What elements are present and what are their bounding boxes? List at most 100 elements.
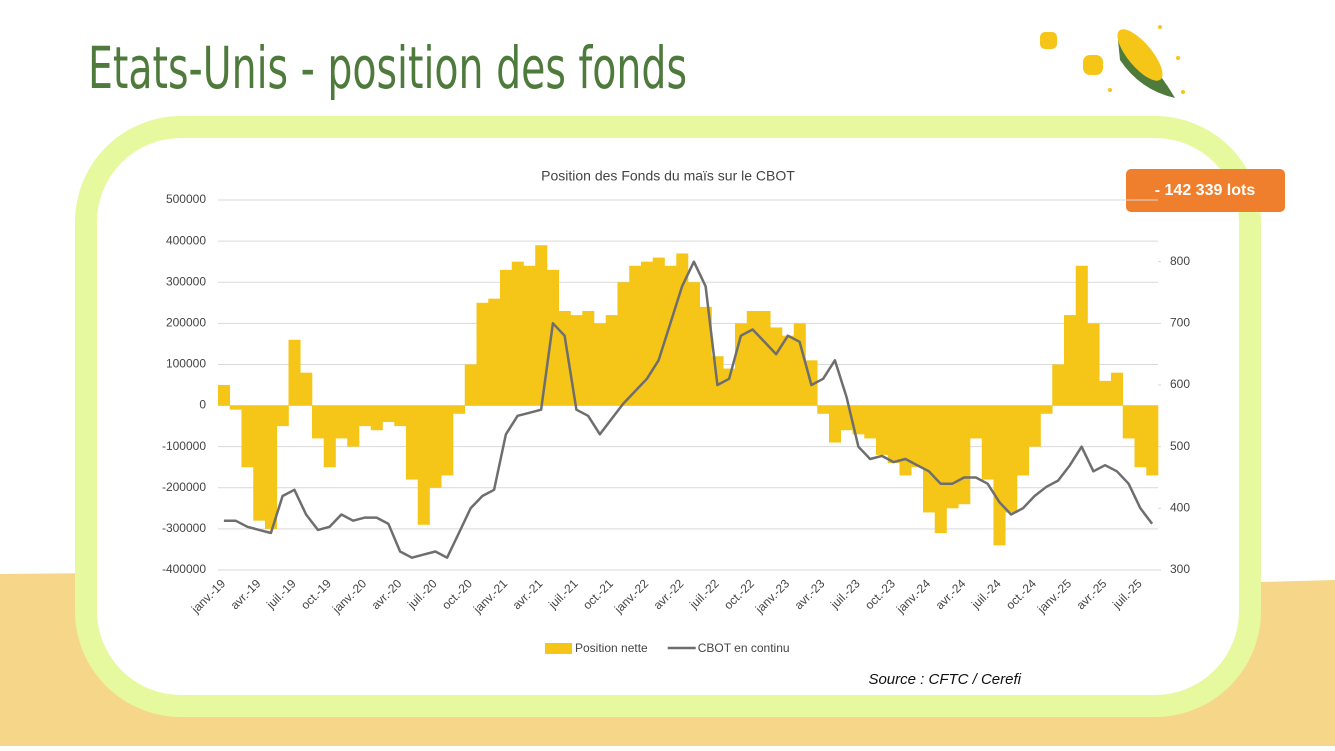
bar: [241, 405, 254, 468]
bar: [1146, 405, 1159, 476]
bar: [406, 405, 419, 480]
bar: [488, 298, 501, 406]
bar: [981, 405, 994, 480]
bar: [558, 311, 571, 406]
bar: [1064, 315, 1077, 406]
bar: [276, 405, 289, 427]
bar: [300, 372, 313, 406]
y-tick-label: 300000: [166, 274, 206, 288]
y2-tick-label: 800: [1170, 254, 1190, 268]
bar: [1111, 372, 1124, 406]
bar: [782, 335, 795, 406]
bar: [1122, 405, 1135, 439]
bar: [934, 405, 947, 533]
bar: [1005, 405, 1018, 513]
bar: [617, 282, 630, 406]
bar: [923, 405, 936, 513]
y2-tick-label: 600: [1170, 377, 1190, 391]
bar: [852, 405, 865, 435]
bar: [958, 405, 971, 505]
bar: [323, 405, 336, 468]
bar: [652, 257, 665, 406]
frame: [75, 116, 1261, 717]
bar: [359, 405, 372, 427]
bar: [899, 405, 912, 476]
bar: [887, 405, 900, 464]
bar: [229, 405, 242, 410]
y-tick-label: 0: [199, 398, 206, 412]
bar: [417, 405, 430, 525]
bar: [723, 368, 736, 406]
bar: [1028, 405, 1041, 447]
bar: [688, 282, 701, 406]
bar: [629, 265, 642, 406]
bar: [476, 302, 489, 406]
y-tick-label: -400000: [162, 562, 206, 576]
bar: [312, 405, 325, 439]
bar: [699, 306, 712, 406]
bar: [758, 311, 771, 406]
line: [223, 260, 1154, 559]
bar: [1134, 405, 1147, 468]
bar: [664, 265, 677, 406]
bar: [253, 405, 266, 521]
legend-label: Position nette: [575, 641, 648, 655]
bar: [218, 385, 231, 406]
page-title: Etats-Unis - position des fonds: [88, 34, 687, 102]
bar: [523, 265, 536, 406]
bar: [347, 405, 360, 447]
bar: [464, 364, 477, 406]
bar: [641, 261, 654, 406]
y-tick-label: -300000: [162, 521, 206, 535]
bar: [864, 405, 877, 439]
bar: [370, 405, 383, 431]
bar: [335, 405, 348, 439]
bar: [746, 311, 759, 406]
y2-tick-label: 300: [1170, 562, 1190, 576]
legend-label: CBOT en continu: [698, 641, 790, 655]
bar: [453, 405, 466, 414]
bar: [817, 405, 830, 414]
y-tick-label: -100000: [162, 439, 206, 453]
y2-tick-label: 700: [1170, 316, 1190, 330]
bar: [570, 315, 583, 406]
y-tick-label: 100000: [166, 357, 206, 371]
bar: [946, 405, 959, 509]
bar: [429, 405, 442, 488]
bar: [605, 315, 618, 406]
bar: [535, 245, 548, 406]
bar: [1052, 364, 1065, 406]
badge: - 142 339 lots: [1155, 182, 1256, 199]
bar: [511, 261, 524, 406]
bar: [582, 311, 595, 406]
badge-box: [1126, 169, 1285, 212]
bar: [594, 323, 607, 406]
bar: [1017, 405, 1030, 476]
bar: [382, 405, 395, 422]
bar: [970, 405, 983, 439]
bar: [770, 327, 783, 406]
bar: [394, 405, 407, 427]
bar: [1040, 405, 1053, 414]
y-tick-label: 400000: [166, 233, 206, 247]
legend-swatch: [545, 643, 572, 654]
bar: [1087, 323, 1100, 406]
y-tick-label: 200000: [166, 316, 206, 330]
bar: [1099, 380, 1112, 406]
chart-title: Position des Fonds du maïs sur le CBOT: [541, 168, 795, 184]
bar: [441, 405, 454, 476]
y2-tick-label: 500: [1170, 439, 1190, 453]
bar: [793, 323, 806, 406]
bar: [265, 405, 278, 529]
bar: [1075, 265, 1088, 406]
y-tick-label: 500000: [166, 192, 206, 206]
bar: [993, 405, 1006, 546]
source: Source : CFTC / Cerefi: [868, 671, 1021, 688]
corn-icon: [1040, 25, 1185, 98]
bar: [547, 269, 560, 406]
bar: [876, 405, 889, 455]
bar: [911, 405, 924, 468]
bar: [829, 405, 842, 443]
bar: [288, 339, 301, 406]
